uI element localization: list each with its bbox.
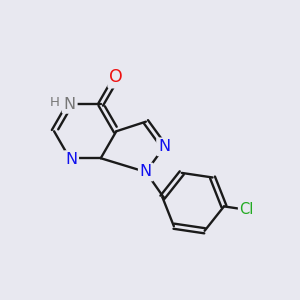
Text: N: N xyxy=(65,152,77,167)
Text: Cl: Cl xyxy=(240,202,254,217)
Text: O: O xyxy=(110,68,123,86)
Text: N: N xyxy=(140,164,152,179)
Text: N: N xyxy=(158,139,170,154)
Text: N: N xyxy=(64,97,76,112)
Text: H: H xyxy=(50,95,60,109)
